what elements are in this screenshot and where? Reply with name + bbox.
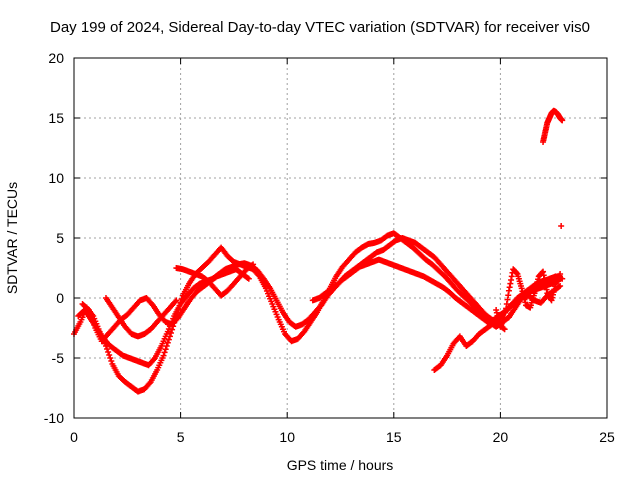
data-point <box>107 355 114 361</box>
x-tick-label: 20 <box>493 429 509 445</box>
series-track-h <box>493 266 564 330</box>
data-point <box>250 261 257 268</box>
data-point <box>161 349 168 356</box>
data-point <box>84 306 91 312</box>
data-point <box>146 380 153 387</box>
data-point <box>90 319 97 325</box>
data-point <box>165 336 172 343</box>
data-point <box>104 346 111 352</box>
y-tick-label: -10 <box>44 410 64 426</box>
x-tick-label: 25 <box>599 429 615 445</box>
x-tick-label: 5 <box>177 429 185 445</box>
data-point <box>558 223 565 229</box>
data-point <box>245 275 252 282</box>
x-axis-label: GPS time / hours <box>287 457 394 473</box>
y-tick-label: -5 <box>52 350 65 366</box>
data-point <box>105 349 112 355</box>
series-track-i <box>540 107 566 145</box>
data-point <box>559 117 566 124</box>
data-point <box>85 307 92 313</box>
data-point <box>108 358 115 364</box>
data-point <box>168 330 175 336</box>
data-point <box>500 325 507 332</box>
grid-lines <box>74 58 607 418</box>
y-tick-label: 5 <box>56 230 64 246</box>
x-tick-label: 0 <box>70 429 78 445</box>
plot-frame <box>73 57 608 419</box>
data-point <box>160 352 167 359</box>
series-track-f <box>309 235 508 333</box>
y-tick-label: 15 <box>48 110 64 126</box>
data-point <box>244 275 251 281</box>
data-point <box>91 322 98 328</box>
data-point <box>162 346 169 353</box>
series-track-d <box>102 295 180 340</box>
series-outlier <box>558 223 565 229</box>
data-point <box>89 316 96 322</box>
data-point <box>173 297 180 304</box>
data-point <box>164 339 171 346</box>
x-tick-label: 10 <box>279 429 295 445</box>
y-tick-label: 20 <box>48 50 64 66</box>
data-point <box>172 298 179 305</box>
y-tick-label: 10 <box>48 170 64 186</box>
y-tick-label: 0 <box>56 290 64 306</box>
data-point <box>88 313 95 319</box>
series-track-c <box>79 266 252 345</box>
data-point <box>249 262 256 269</box>
data-point <box>86 310 93 316</box>
data-point <box>501 326 508 333</box>
data-point <box>150 356 157 363</box>
data-point <box>163 343 170 349</box>
data-point <box>557 271 564 277</box>
chart-title: Day 199 of 2024, Sidereal Day-to-day VTE… <box>50 19 590 36</box>
series-track-e <box>173 261 257 299</box>
data-point <box>106 352 113 358</box>
x-tick-label: 15 <box>386 429 402 445</box>
y-axis-label: SDTVAR / TECUs <box>4 182 20 294</box>
data-points <box>71 107 566 395</box>
